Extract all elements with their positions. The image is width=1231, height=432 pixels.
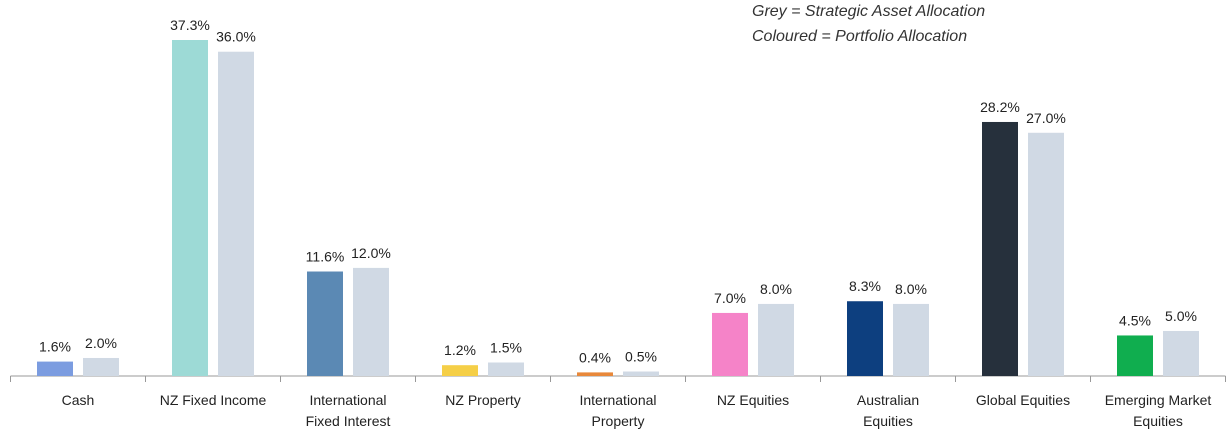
bar [1163,330,1199,376]
bar [37,361,73,376]
bar [218,51,254,377]
value-label: 28.2% [980,99,1020,115]
value-label: 8.0% [760,281,792,297]
value-label: 7.0% [714,290,746,306]
value-label: 11.6% [306,249,345,265]
value-label: 1.6% [39,339,71,355]
value-label: 12.0% [351,245,391,261]
bar [982,121,1018,376]
bar [577,372,613,376]
x-tick-label: NZ Property [445,392,520,408]
bar [1117,335,1153,376]
bar [712,312,748,376]
bar [442,365,478,376]
x-tick-label: NZ Fixed Income [160,392,267,408]
bar [353,267,389,376]
x-tick-label: Emerging Market [1105,392,1212,408]
x-tick-label: Australian [857,392,919,408]
value-label: 37.3% [170,17,210,33]
bar [488,362,524,376]
x-tick-label: NZ Equities [717,392,789,408]
bar [847,301,883,376]
bar [1028,132,1064,376]
x-tick-label: Property [592,413,645,429]
x-tick-label: Fixed Interest [306,413,391,429]
bar [758,303,794,376]
bar [172,40,208,376]
bar [83,357,119,376]
value-label: 1.5% [490,339,522,355]
bar [893,303,929,376]
value-label: 2.0% [85,335,117,351]
bar [623,371,659,376]
bar [307,271,343,376]
value-label: 5.0% [1165,308,1197,324]
x-tick-label: Equities [863,413,913,429]
value-label: 1.2% [444,342,476,358]
x-tick-label: Equities [1133,413,1183,429]
value-label: 0.5% [625,348,657,364]
x-tick-label: Global Equities [976,392,1070,408]
x-tick-label: Cash [62,392,95,408]
x-tick-label: International [579,392,656,408]
annotation: Coloured = Portfolio Allocation [752,28,967,45]
value-label: 8.0% [895,281,927,297]
value-label: 4.5% [1119,312,1151,328]
value-label: 0.4% [579,349,611,365]
x-tick-label: International [309,392,386,408]
value-label: 36.0% [216,29,256,45]
annotation: Grey = Strategic Asset Allocation [752,3,985,20]
value-label: 27.0% [1026,110,1066,126]
value-label: 8.3% [849,278,881,294]
